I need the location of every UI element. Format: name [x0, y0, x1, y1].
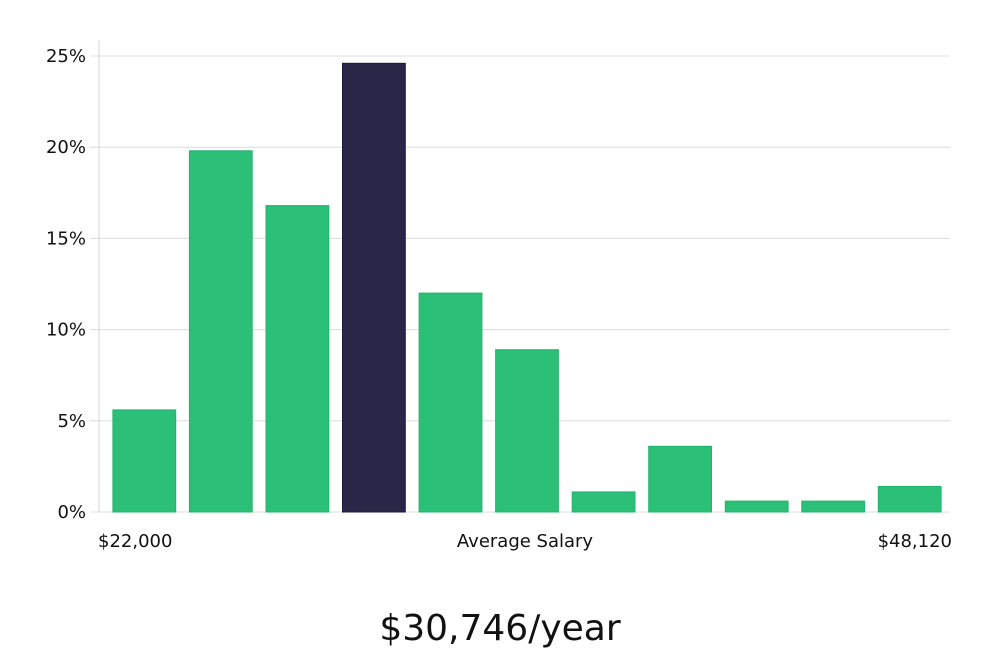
bar: [877, 486, 942, 513]
bar: [495, 349, 559, 513]
x-axis-max-label: $48,120: [878, 531, 952, 552]
bar: [724, 500, 789, 513]
bar: [188, 150, 253, 513]
y-tick-label: 5%: [57, 411, 86, 432]
y-axis: 0% 5% 10% 15% 20% 25%: [46, 46, 86, 523]
x-axis-title: Average Salary: [457, 531, 594, 552]
bar: [112, 409, 177, 513]
y-tick-label: 25%: [46, 46, 86, 67]
y-tick-label: 0%: [57, 502, 86, 523]
bar: [648, 445, 713, 513]
y-tick-label: 10%: [46, 320, 86, 341]
y-tick-label: 20%: [46, 137, 86, 158]
average-salary-value: $30,746/year: [379, 608, 621, 649]
bar: [265, 205, 330, 513]
x-axis-min-label: $22,000: [98, 531, 172, 552]
bars: [112, 62, 942, 513]
bar: [801, 500, 866, 513]
bar-highlighted: [342, 62, 406, 513]
salary-histogram: 0%5%10%15%20%25% $22,000 Average Salary …: [46, 40, 952, 552]
bar: [418, 292, 483, 513]
y-tick-label: 15%: [46, 228, 86, 249]
bar: [571, 491, 636, 513]
